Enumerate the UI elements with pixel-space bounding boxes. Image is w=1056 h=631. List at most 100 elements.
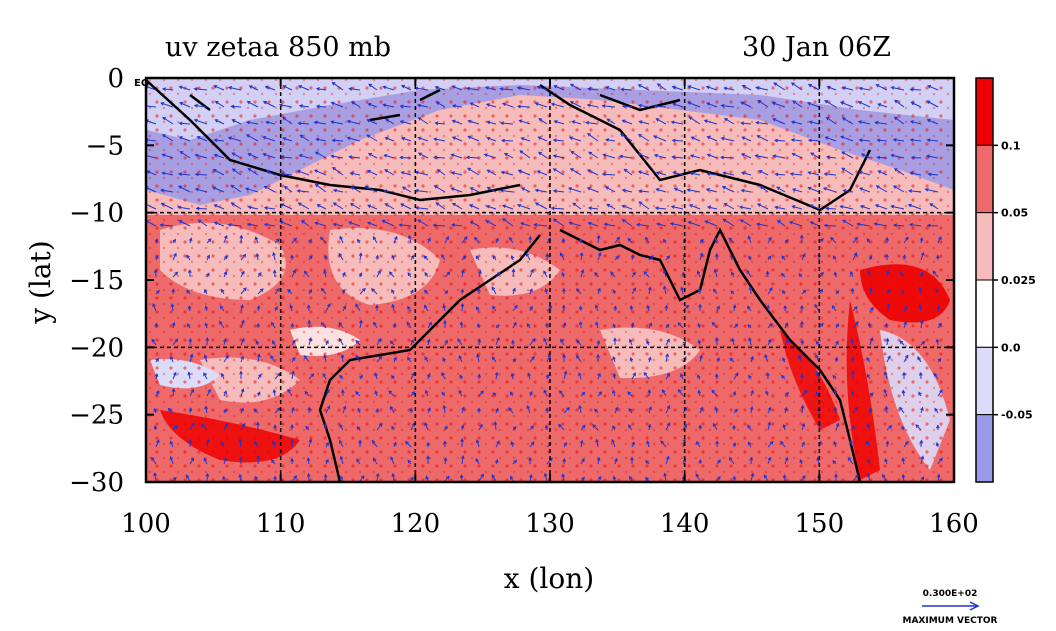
wind-vector-head bbox=[220, 372, 225, 377]
wind-vector bbox=[368, 103, 378, 108]
wind-vector-head bbox=[707, 205, 712, 210]
wind-vector-head bbox=[905, 440, 909, 445]
wind-vector-head bbox=[339, 337, 343, 342]
wind-vector-head bbox=[238, 438, 243, 443]
wind-vector bbox=[891, 154, 905, 159]
wind-vector bbox=[163, 88, 174, 91]
wind-vector bbox=[622, 119, 633, 125]
wind-vector-head bbox=[662, 389, 666, 394]
wind-vector bbox=[297, 170, 310, 176]
wind-vector bbox=[270, 355, 276, 363]
wind-vector-head bbox=[239, 370, 243, 375]
wind-vector bbox=[596, 439, 599, 448]
wind-vector bbox=[390, 406, 395, 414]
wind-vector-head bbox=[807, 83, 812, 88]
wind-vector-head bbox=[596, 353, 600, 358]
wind-vector-head bbox=[339, 374, 343, 379]
wind-vector bbox=[884, 371, 888, 380]
wind-vector-head bbox=[486, 186, 491, 191]
wind-vector-head bbox=[765, 270, 770, 275]
wind-vector-head bbox=[773, 138, 778, 143]
wind-vector-head bbox=[909, 171, 914, 176]
wind-vector-head bbox=[850, 287, 855, 292]
wind-vector-head bbox=[280, 172, 285, 176]
wind-vector-head bbox=[621, 104, 626, 109]
wind-vector-head bbox=[730, 255, 735, 260]
wind-vector-head bbox=[493, 421, 498, 426]
wind-vector-head bbox=[173, 371, 177, 376]
wind-vector-head bbox=[830, 236, 834, 241]
wind-vector bbox=[638, 171, 650, 176]
wind-vector bbox=[711, 389, 718, 397]
wind-vector-head bbox=[595, 438, 599, 443]
wind-vector-head bbox=[491, 356, 496, 361]
wind-vector bbox=[383, 104, 395, 108]
wind-vector-head bbox=[910, 155, 915, 160]
wind-vector bbox=[451, 224, 463, 227]
wind-vector bbox=[178, 185, 191, 193]
wind-vector-head bbox=[167, 407, 172, 412]
wind-vector bbox=[214, 204, 225, 210]
wind-vector-head bbox=[841, 117, 846, 121]
wind-vector bbox=[763, 474, 769, 482]
wind-vector bbox=[320, 236, 327, 244]
wind-vector bbox=[172, 271, 178, 278]
wind-vector-head bbox=[723, 118, 728, 122]
wind-vector-head bbox=[596, 456, 601, 461]
wind-vector bbox=[903, 441, 909, 448]
wind-vector-head bbox=[256, 455, 261, 460]
wind-vector-head bbox=[728, 456, 733, 461]
wind-vector-head bbox=[860, 153, 865, 157]
wind-vector bbox=[171, 304, 174, 312]
wind-vector-head bbox=[596, 234, 601, 239]
wind-vector-head bbox=[467, 135, 472, 140]
wind-vector-head bbox=[533, 222, 538, 227]
wind-vector-head bbox=[933, 372, 938, 377]
x-tick-label: 140 bbox=[660, 509, 710, 539]
wind-vector-head bbox=[296, 189, 301, 193]
wind-vector-head bbox=[630, 456, 634, 461]
wind-vector bbox=[655, 207, 667, 210]
wind-vector-head bbox=[671, 155, 676, 159]
wind-vector-head bbox=[881, 473, 886, 478]
wind-vector-head bbox=[282, 137, 287, 141]
wind-vector-head bbox=[516, 104, 521, 109]
wind-vector-head bbox=[637, 103, 642, 108]
wind-vector-head bbox=[671, 138, 676, 143]
wind-vector bbox=[546, 354, 551, 363]
wind-vector-head bbox=[516, 86, 521, 90]
wind-vector-head bbox=[247, 205, 252, 210]
wind-vector-head bbox=[665, 353, 669, 358]
wind-vector-head bbox=[240, 355, 244, 360]
wind-vector-head bbox=[467, 167, 471, 172]
wind-vector-head bbox=[920, 455, 925, 460]
wind-vector-head bbox=[492, 255, 497, 260]
wind-vector-head bbox=[687, 101, 692, 106]
wind-vector-head bbox=[375, 304, 379, 309]
wind-vector-head bbox=[602, 153, 607, 158]
wind-vector-head bbox=[885, 337, 890, 342]
wind-vectors bbox=[146, 81, 943, 482]
wind-vector-head bbox=[553, 120, 558, 124]
wind-vector-head bbox=[409, 407, 414, 412]
wind-vector-head bbox=[296, 169, 301, 174]
wind-vector bbox=[748, 338, 752, 346]
wind-vector bbox=[146, 105, 157, 108]
chart-title: uv zetaa 850 mb bbox=[165, 32, 391, 63]
wind-vector bbox=[189, 354, 193, 363]
colorbar-segment bbox=[975, 212, 994, 281]
wind-vector bbox=[605, 186, 616, 193]
wind-vector-head bbox=[384, 136, 389, 141]
wind-vector bbox=[656, 118, 667, 125]
wind-vector-head bbox=[461, 406, 465, 411]
wind-vector-head bbox=[291, 370, 295, 375]
wind-vector bbox=[688, 85, 701, 91]
wind-vector bbox=[333, 223, 344, 227]
wind-vector bbox=[452, 85, 463, 91]
wind-vector-head bbox=[207, 238, 212, 243]
wind-vector-head bbox=[851, 424, 856, 429]
wind-vector-head bbox=[358, 272, 363, 277]
wind-vector-head bbox=[443, 440, 447, 445]
wind-vector-head bbox=[656, 222, 661, 227]
